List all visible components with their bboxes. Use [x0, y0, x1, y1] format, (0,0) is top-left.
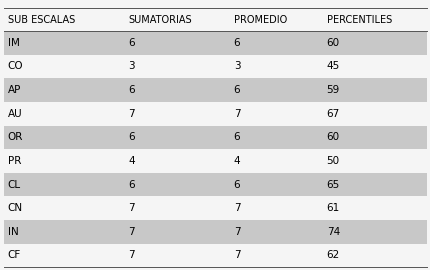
Text: 4: 4: [128, 156, 135, 166]
Text: 6: 6: [233, 180, 240, 190]
Text: SUMATORIAS: SUMATORIAS: [128, 15, 191, 25]
Text: 7: 7: [128, 227, 135, 237]
Text: 7: 7: [233, 203, 240, 213]
Text: 59: 59: [326, 85, 339, 95]
Bar: [4, 149, 426, 173]
Bar: [4, 220, 426, 244]
Text: 6: 6: [233, 132, 240, 142]
Text: AP: AP: [8, 85, 21, 95]
Text: AU: AU: [8, 109, 22, 119]
Text: 67: 67: [326, 109, 339, 119]
Text: 7: 7: [233, 227, 240, 237]
Bar: [4, 78, 426, 102]
Bar: [4, 244, 426, 267]
Text: SUB ESCALAS: SUB ESCALAS: [8, 15, 75, 25]
Text: 6: 6: [128, 38, 135, 48]
Text: 6: 6: [128, 85, 135, 95]
Text: OR: OR: [8, 132, 23, 142]
Text: 7: 7: [233, 251, 240, 261]
Text: 3: 3: [233, 62, 240, 72]
Text: 7: 7: [233, 109, 240, 119]
Text: PR: PR: [8, 156, 21, 166]
Bar: [4, 55, 426, 78]
Bar: [4, 173, 426, 196]
Bar: [4, 102, 426, 126]
Text: CL: CL: [8, 180, 21, 190]
Text: 62: 62: [326, 251, 339, 261]
Text: 6: 6: [128, 132, 135, 142]
Text: 65: 65: [326, 180, 339, 190]
Text: 50: 50: [326, 156, 339, 166]
Text: 45: 45: [326, 62, 339, 72]
Text: 74: 74: [326, 227, 339, 237]
Text: 6: 6: [233, 38, 240, 48]
Text: 6: 6: [128, 180, 135, 190]
Text: 4: 4: [233, 156, 240, 166]
Text: 61: 61: [326, 203, 339, 213]
Text: 6: 6: [233, 85, 240, 95]
Bar: [4, 196, 426, 220]
Text: CO: CO: [8, 62, 23, 72]
Bar: [4, 126, 426, 149]
Text: IM: IM: [8, 38, 20, 48]
Text: 60: 60: [326, 38, 339, 48]
Text: 7: 7: [128, 109, 135, 119]
Text: 60: 60: [326, 132, 339, 142]
Text: CN: CN: [8, 203, 23, 213]
Text: 7: 7: [128, 203, 135, 213]
Text: PERCENTILES: PERCENTILES: [326, 15, 391, 25]
Text: 7: 7: [128, 251, 135, 261]
Bar: [4, 31, 426, 55]
Text: IN: IN: [8, 227, 18, 237]
Text: CF: CF: [8, 251, 21, 261]
Text: 3: 3: [128, 62, 135, 72]
Text: PROMEDIO: PROMEDIO: [233, 15, 286, 25]
